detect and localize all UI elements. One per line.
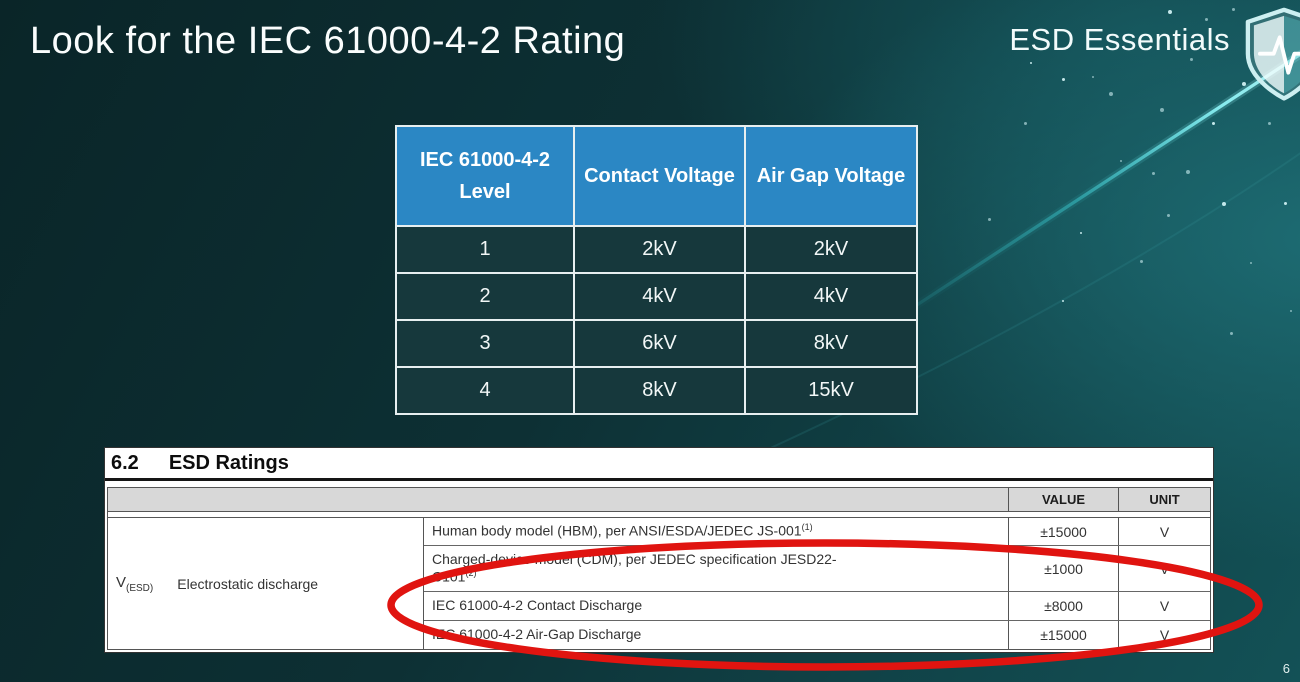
datasheet-section-heading: 6.2 ESD Ratings: [105, 448, 1213, 481]
star-dot: [1284, 202, 1287, 205]
star-dot: [1062, 300, 1064, 302]
star-dot: [1205, 18, 1208, 21]
star-dot: [1092, 76, 1094, 78]
esd-ratings-header-row: VALUE UNIT: [108, 488, 1210, 512]
star-dot: [1290, 310, 1292, 312]
star-dot: [1140, 260, 1143, 263]
star-dot: [1109, 92, 1113, 96]
star-dot: [1186, 170, 1190, 174]
star-dot: [1030, 62, 1032, 64]
star-dot: [1168, 10, 1172, 14]
rating-unit: V: [1118, 518, 1210, 545]
header-blank-cell: [108, 488, 1008, 511]
footnote-superscript: (1): [801, 522, 813, 533]
level-table-row: 2 4kV 4kV: [397, 272, 916, 319]
star-dot: [1222, 202, 1226, 206]
rating-unit: V: [1118, 621, 1210, 649]
star-dot: [1268, 122, 1271, 125]
rating-description: Human body model (HBM), per ANSI/ESDA/JE…: [432, 522, 813, 540]
star-dot: [1167, 214, 1170, 217]
level-table-cell: 4kV: [746, 274, 916, 319]
level-table-row: 3 6kV 8kV: [397, 319, 916, 366]
parameter-name: Electrostatic discharge: [177, 575, 319, 592]
rating-unit: V: [1118, 546, 1210, 591]
rating-description: IEC 61000-4-2 Contact Discharge: [432, 597, 643, 614]
star-dot: [1024, 122, 1027, 125]
datasheet-excerpt: 6.2 ESD Ratings VALUE UNIT V(ESD) Electr…: [105, 448, 1213, 652]
level-table-cell: 15kV: [746, 368, 916, 413]
esd-ratings-rows: Human body model (HBM), per ANSI/ESDA/JE…: [424, 518, 1210, 649]
star-dot: [1062, 78, 1065, 81]
iec-level-table-header: IEC 61000-4-2 Level Contact Voltage Air …: [397, 127, 916, 225]
level-table-cell: 4: [397, 368, 575, 413]
level-table-cell: 2kV: [575, 227, 746, 272]
iec-level-table-body: 1 2kV 2kV 2 4kV 4kV 3 6kV 8kV 4 8kV 15kV: [397, 225, 916, 413]
star-dot: [1212, 122, 1215, 125]
esd-ratings-body: V(ESD) Electrostatic discharge Human bod…: [108, 517, 1210, 649]
level-table-cell: 2kV: [746, 227, 916, 272]
parameter-label-cell: V(ESD) Electrostatic discharge: [108, 518, 424, 649]
level-table-cell: 8kV: [746, 321, 916, 366]
rating-value: ±1000: [1008, 546, 1118, 591]
header-gap: [108, 512, 1210, 517]
star-dot: [1120, 160, 1122, 162]
esd-ratings-table: VALUE UNIT V(ESD) Electrostatic discharg…: [107, 487, 1211, 650]
footnote-superscript: (2): [465, 568, 477, 579]
star-dot: [1160, 108, 1164, 112]
star-dot: [988, 218, 991, 221]
level-table-cell: 8kV: [575, 368, 746, 413]
slide-title: Look for the IEC 61000-4-2 Rating: [30, 20, 626, 62]
level-table-cell: 4kV: [575, 274, 746, 319]
star-dot: [1250, 262, 1252, 264]
column-header-value: VALUE: [1008, 488, 1118, 511]
rating-value: ±15000: [1008, 518, 1118, 545]
level-table-row: 1 2kV 2kV: [397, 225, 916, 272]
brand-name: ESD Essentials: [1009, 22, 1230, 57]
esd-rating-row: Charged-device model (CDM), per JEDEC sp…: [424, 545, 1210, 591]
star-dot: [1152, 172, 1155, 175]
esd-rating-row: IEC 61000-4-2 Air-Gap Discharge ±15000 V: [424, 620, 1210, 649]
level-table-cell: 6kV: [575, 321, 746, 366]
star-dot: [1230, 332, 1233, 335]
rating-value: ±8000: [1008, 592, 1118, 620]
rating-description: Charged-device model (CDM), per JEDEC sp…: [432, 550, 837, 585]
star-dot: [1190, 58, 1193, 61]
page-number: 6: [1282, 661, 1290, 676]
level-table-row: 4 8kV 15kV: [397, 366, 916, 413]
section-title: ESD Ratings: [168, 452, 289, 474]
level-table-cell: 2: [397, 274, 575, 319]
esd-rating-row: IEC 61000-4-2 Contact Discharge ±8000 V: [424, 591, 1210, 620]
column-header-level: IEC 61000-4-2 Level: [397, 127, 575, 225]
level-table-cell: 3: [397, 321, 575, 366]
iec-level-table: IEC 61000-4-2 Level Contact Voltage Air …: [395, 125, 918, 415]
column-header-contact-voltage: Contact Voltage: [575, 127, 746, 225]
esd-rating-row: Human body model (HBM), per ANSI/ESDA/JE…: [424, 518, 1210, 545]
column-header-air-gap-voltage: Air Gap Voltage: [746, 127, 916, 225]
rating-value: ±15000: [1008, 621, 1118, 649]
section-number: 6.2: [111, 452, 139, 474]
level-table-cell: 1: [397, 227, 575, 272]
symbol-vesd: V(ESD): [116, 573, 154, 594]
star-dot: [1232, 8, 1235, 11]
star-dot: [1080, 232, 1082, 234]
column-header-unit: UNIT: [1118, 488, 1210, 511]
rating-unit: V: [1118, 592, 1210, 620]
rating-description: IEC 61000-4-2 Air-Gap Discharge: [432, 626, 642, 643]
shield-pulse-icon: [1245, 7, 1300, 101]
